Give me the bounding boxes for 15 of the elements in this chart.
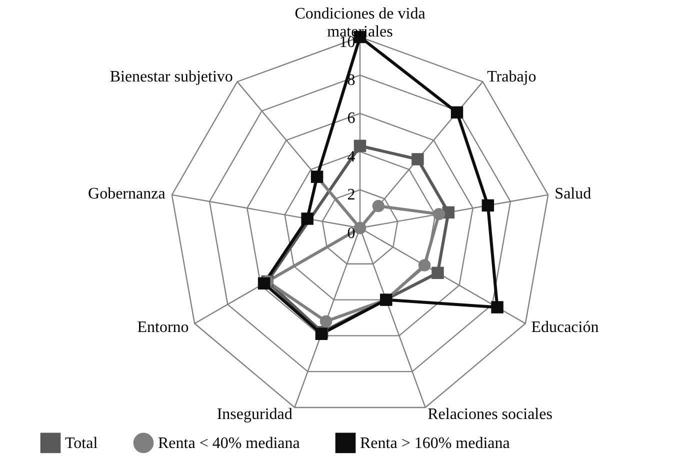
spoke-label: Salud bbox=[554, 186, 592, 203]
spoke-label: Trabajo bbox=[487, 68, 536, 86]
legend-label: Renta > 160% mediana bbox=[360, 434, 510, 452]
y-tick-label: 2 bbox=[347, 186, 356, 204]
spoke-label: Gobernanza bbox=[88, 186, 166, 203]
y-tick-label: 6 bbox=[347, 110, 356, 128]
spoke-label: Entorno bbox=[137, 318, 189, 336]
y-tick-label: 0 bbox=[347, 224, 356, 242]
spoke-label: Relaciones sociales bbox=[428, 406, 552, 423]
spoke-label: Educación bbox=[531, 318, 599, 336]
spoke-label: Bienestar subjetivo bbox=[110, 68, 233, 86]
y-tick-label: 8 bbox=[347, 72, 356, 89]
legend-label: Renta < 40% mediana bbox=[158, 434, 300, 452]
legend-label: Total bbox=[65, 434, 98, 452]
spoke-label: Inseguridad bbox=[216, 406, 292, 423]
